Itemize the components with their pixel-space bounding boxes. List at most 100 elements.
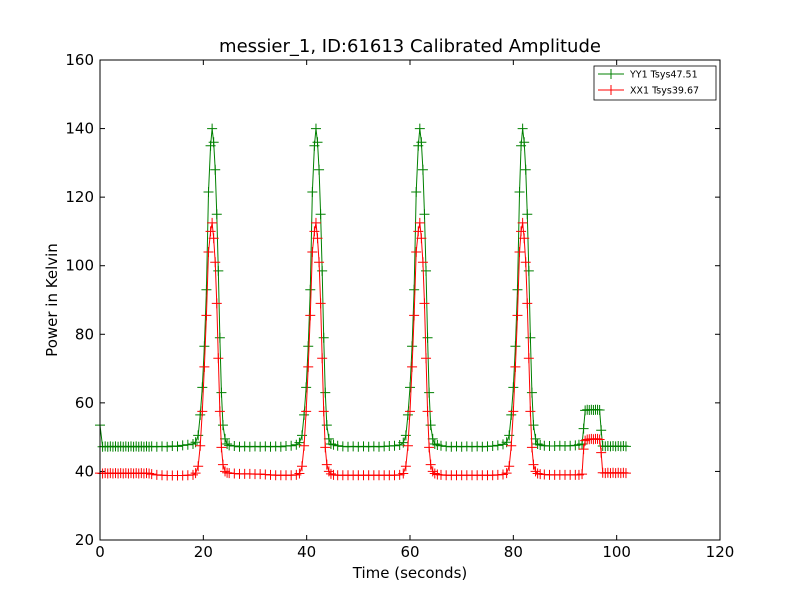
data-point [528, 459, 539, 470]
data-point [411, 247, 422, 257]
data-point [398, 468, 409, 479]
legend: YY1 Tsys47.51 XX1 Tsys39.67 [593, 65, 717, 101]
legend-label-xx1: XX1 Tsys39.67 [630, 86, 699, 97]
data-point [211, 209, 222, 220]
data-point [299, 440, 310, 451]
data-point [199, 361, 210, 372]
data-point [305, 284, 316, 295]
data-point [307, 187, 318, 197]
x-axis-label: Time (seconds) [352, 564, 468, 582]
data-point [409, 284, 420, 295]
data-point [504, 430, 515, 441]
data-point [522, 209, 533, 220]
legend-box [593, 65, 717, 101]
data-point [224, 440, 235, 451]
data-point [421, 353, 432, 364]
data-point [517, 217, 528, 228]
data-point [193, 430, 204, 441]
data-point [421, 265, 432, 276]
data-point [512, 284, 523, 295]
y-tick-label: 80 [75, 325, 94, 343]
plot-frame [99, 59, 721, 541]
y-tick-label: 40 [75, 462, 94, 480]
data-point [229, 441, 240, 452]
data-point [201, 310, 212, 321]
y-axis-label: Power in Kelvin [43, 243, 61, 357]
data-point [517, 123, 528, 134]
data-point [492, 440, 503, 451]
data-point [208, 137, 219, 148]
data-point [487, 441, 498, 452]
data-point [523, 265, 534, 276]
x-tick-label: 40 [297, 543, 316, 561]
y-tick-label: 160 [65, 51, 94, 69]
x-tick-label: 60 [400, 543, 419, 561]
data-point [514, 247, 525, 257]
series-0 [95, 123, 631, 452]
data-point [504, 461, 515, 472]
data-point [424, 387, 435, 398]
data-point [197, 406, 208, 417]
data-point [199, 341, 210, 352]
data-point [320, 387, 331, 398]
data-point [592, 433, 603, 444]
data-point [400, 461, 411, 472]
data-point [425, 459, 436, 470]
data-point [596, 447, 607, 458]
data-point [307, 247, 318, 257]
data-point [317, 353, 328, 364]
data-point [535, 440, 546, 451]
legend-entry-xx1: XX1 Tsys39.67 [598, 85, 699, 97]
data-point [144, 468, 155, 479]
y-tick-label: 20 [75, 531, 94, 549]
data-point [520, 164, 531, 175]
legend-label-yy1: YY1 Tsys47.51 [629, 70, 698, 81]
data-point [172, 441, 183, 452]
y-tick-label: 140 [65, 120, 94, 138]
data-point [409, 310, 420, 321]
data-point [422, 406, 433, 417]
data-point [528, 420, 539, 431]
data-point [305, 310, 316, 321]
data-point [182, 439, 193, 450]
data-point [578, 423, 589, 434]
data-point [146, 469, 157, 480]
data-point [419, 209, 430, 220]
data-point [275, 441, 286, 452]
data-point [315, 209, 326, 220]
data-point [297, 461, 308, 472]
data-point [217, 459, 228, 470]
series-1 [95, 217, 631, 481]
data-point [532, 468, 543, 479]
data-point [520, 257, 531, 268]
data-point [427, 433, 438, 444]
data-point [314, 164, 325, 175]
data-point [321, 459, 332, 470]
data-point [310, 217, 321, 228]
data-point [522, 298, 533, 309]
data-point [321, 420, 332, 431]
data-point [620, 441, 631, 452]
data-point [530, 466, 541, 477]
data-point [519, 137, 530, 148]
data-point [214, 406, 225, 417]
data-point [414, 123, 425, 134]
data-point [216, 442, 227, 453]
legend-entry-yy1: YY1 Tsys47.51 [598, 69, 698, 81]
x-tick-label: 80 [504, 543, 523, 561]
data-point [413, 226, 424, 237]
data-point [596, 425, 607, 436]
data-point [400, 430, 411, 441]
data-point [516, 226, 527, 237]
data-point [210, 257, 221, 268]
data-point [620, 468, 631, 479]
data-point [506, 440, 517, 451]
data-point [286, 440, 297, 451]
data-point [208, 233, 219, 244]
data-point [405, 406, 415, 417]
data-point [416, 233, 427, 244]
data-point [315, 298, 326, 309]
data-point [320, 442, 331, 453]
